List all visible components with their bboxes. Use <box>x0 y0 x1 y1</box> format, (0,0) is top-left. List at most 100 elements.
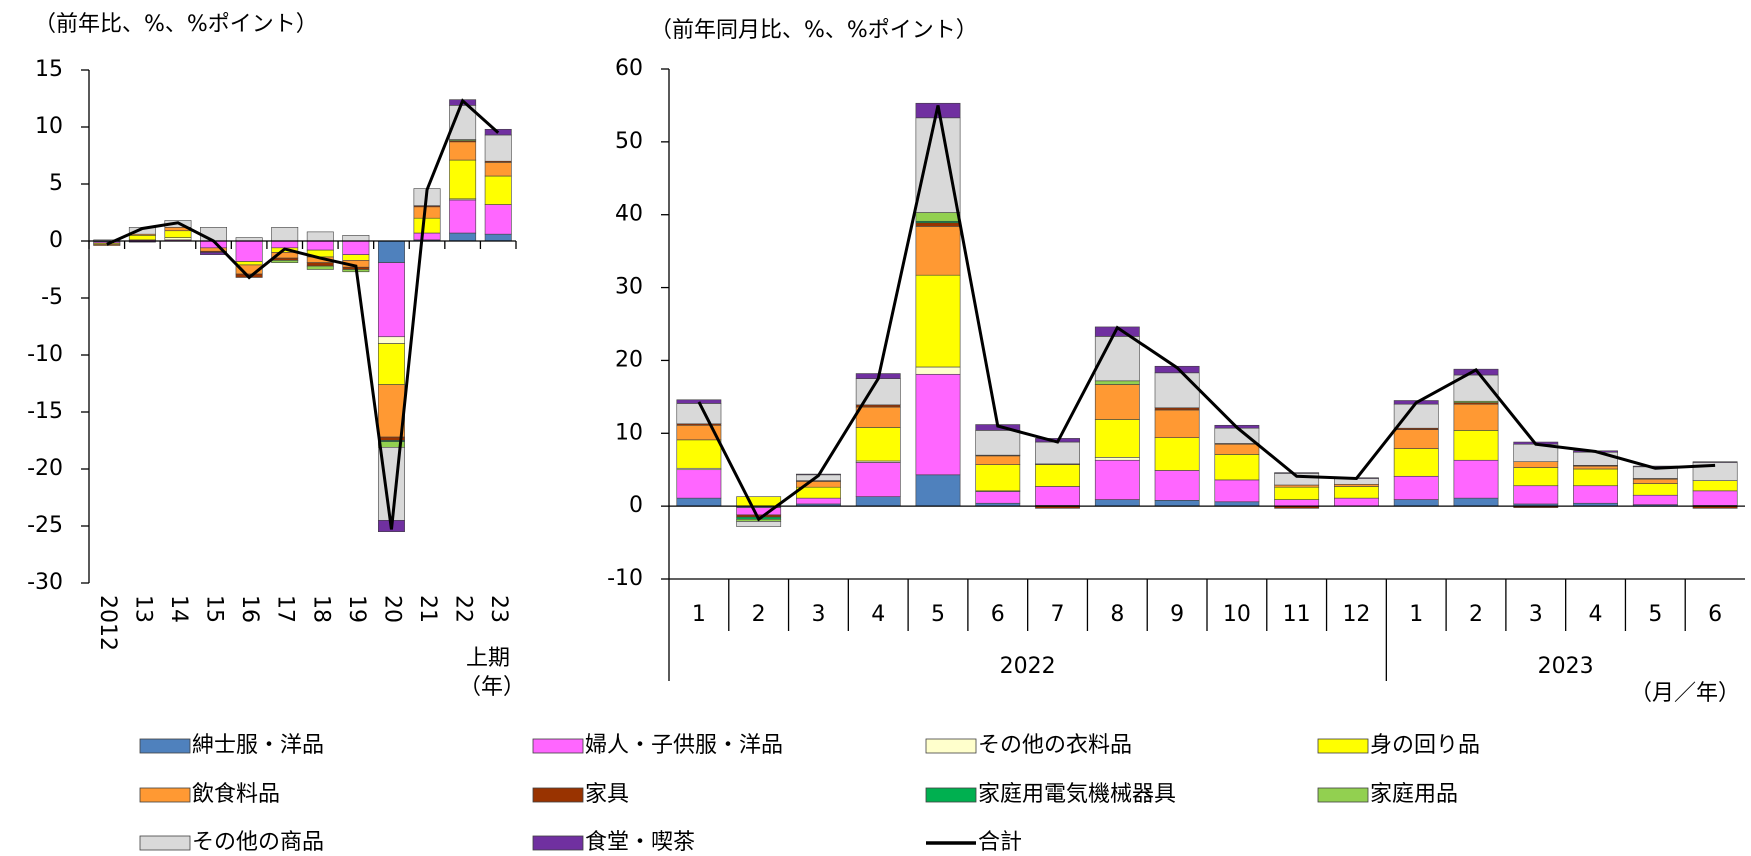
legend-swatch <box>925 787 977 803</box>
bar-segment <box>1214 501 1260 507</box>
bar-segment <box>1513 485 1559 505</box>
bar-segment <box>1453 430 1499 461</box>
bar-segment <box>1035 464 1080 487</box>
x-tick-label: 3 <box>811 602 825 627</box>
bar-segment <box>1154 407 1200 411</box>
bar-segment <box>306 231 334 242</box>
y-axis-title: （前年比、%、%ポイント） <box>34 12 318 37</box>
y-tick-label: 60 <box>615 56 643 81</box>
group-label: 2023 <box>1538 654 1594 679</box>
y-tick-label: 30 <box>615 275 643 300</box>
x-tick-label: 12 <box>1342 602 1370 627</box>
bar-segment <box>1334 486 1379 499</box>
x-tick-label: 1 <box>692 602 706 627</box>
bar-segment <box>1393 475 1439 500</box>
bar-segment <box>306 240 334 251</box>
bar-segment <box>200 227 228 242</box>
y-tick-label: 40 <box>615 202 643 227</box>
y-tick-label: 0 <box>49 228 63 253</box>
x-tick-label: 19 <box>344 595 369 623</box>
bar-segment <box>1632 494 1678 505</box>
bar-segment <box>200 252 228 255</box>
y-tick-label: -10 <box>27 342 63 367</box>
bar-segment <box>449 232 477 242</box>
bar-segment <box>449 199 477 234</box>
bar-segment <box>306 265 334 270</box>
bar-segment <box>1154 372 1200 409</box>
bar-segment <box>1692 461 1738 463</box>
bar-segment <box>855 462 901 497</box>
x-tick-label: 6 <box>991 602 1005 627</box>
y-tick-label: -5 <box>41 285 63 310</box>
legend-swatch <box>139 787 191 803</box>
bar-segment <box>377 336 405 344</box>
bar-segment <box>855 427 901 462</box>
bar-segment <box>676 439 722 469</box>
bar-segment <box>413 232 441 241</box>
y-axis-title: （前年同月比、%、%ポイント） <box>650 18 978 43</box>
bar-segment <box>915 474 961 507</box>
bar-segment <box>484 134 512 162</box>
bar-segment <box>164 230 192 238</box>
bar-segment <box>796 486 841 499</box>
bar-segment <box>342 235 370 242</box>
x-tick-label: 17 <box>273 595 298 623</box>
bar-segment <box>1513 461 1559 468</box>
bar-segment <box>975 464 1021 492</box>
bar-segment <box>975 430 1021 456</box>
bar-segment <box>93 244 121 246</box>
bar-segment <box>796 497 841 505</box>
bar-segment <box>915 117 961 213</box>
legend-label: 飲食料品 <box>192 782 280 807</box>
bar-segment <box>449 159 477 200</box>
legend-swatch <box>139 835 191 851</box>
legend-label: 家庭用電気機械器具 <box>978 782 1176 807</box>
bar-segment <box>915 274 961 368</box>
legend-label: 家具 <box>585 782 629 807</box>
bar-segment <box>235 261 263 266</box>
x-tick-label: 20 <box>379 595 404 623</box>
bar-segment <box>676 497 722 507</box>
bar-segment <box>377 384 405 438</box>
bar-segment <box>377 240 405 263</box>
bar-segment <box>1632 478 1678 484</box>
bar-segment <box>915 373 961 476</box>
legend-label: その他の商品 <box>192 830 324 855</box>
total-line <box>106 98 500 530</box>
bar-segment <box>1214 479 1260 503</box>
bar-segment <box>1154 500 1200 507</box>
x-tick-label: 5 <box>931 602 945 627</box>
bar-segment <box>1274 484 1320 488</box>
bar-segment <box>484 175 512 205</box>
bar-segment <box>676 403 722 425</box>
x-tick-label: 11 <box>1283 602 1311 627</box>
bar-segment <box>1692 490 1738 506</box>
y-tick-label: -25 <box>27 513 63 538</box>
bar-segment <box>975 455 1021 465</box>
x-tick-label: 6 <box>1708 602 1722 627</box>
bar-segment <box>271 257 299 261</box>
y-tick-label: -30 <box>27 570 63 595</box>
bar-segment <box>128 235 156 241</box>
bar-segment <box>1214 454 1260 481</box>
y-tick-label: 10 <box>35 114 63 139</box>
bar-segment <box>915 212 961 222</box>
bar-segment <box>271 260 299 263</box>
x-tick-label: 7 <box>1051 602 1065 627</box>
x-tick-label: 23 <box>486 595 511 623</box>
bar-segment <box>1214 443 1260 455</box>
x-tick-label: 22 <box>451 595 476 623</box>
bar-segment <box>164 237 192 241</box>
bar-segment <box>1393 448 1439 477</box>
bar-segment <box>1393 403 1439 429</box>
x-tick-label: 13 <box>130 595 155 623</box>
y-tick-label: 50 <box>615 129 643 154</box>
x-tick-label: 14 <box>166 595 191 623</box>
bar-segment <box>1094 499 1140 507</box>
legend-label: 婦人・子供服・洋品 <box>585 733 783 758</box>
bar-segment <box>1334 483 1379 487</box>
bar-segment <box>484 204 512 235</box>
legend-swatch <box>1317 738 1369 754</box>
y-tick-label: -15 <box>27 399 63 424</box>
